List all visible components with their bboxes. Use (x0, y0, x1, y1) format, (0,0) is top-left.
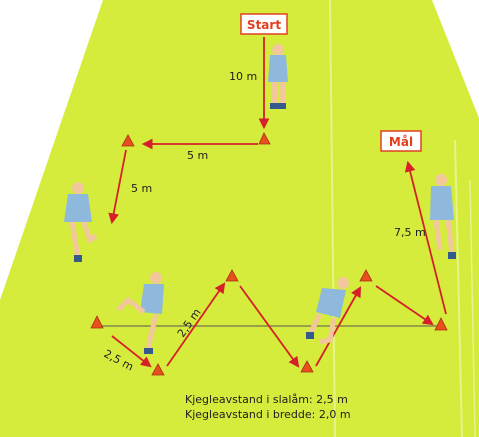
arrow-slalom-2 (166, 282, 226, 367)
cones (90, 132, 448, 376)
cone (225, 269, 239, 282)
arrow-to-goal (404, 160, 447, 315)
pitch-line (329, 0, 336, 437)
route-arrows (108, 37, 447, 368)
player-slalom-left (116, 272, 164, 354)
distance-label-top: 5 m (187, 149, 208, 162)
distance-label-side: 5 m (131, 182, 152, 195)
player-start (268, 44, 288, 109)
cone (359, 269, 373, 282)
pitch-line (454, 139, 463, 437)
arrow-slalom-1 (111, 335, 152, 368)
arrow-slalom-5 (375, 285, 434, 326)
pitch-line (469, 179, 476, 437)
player-goal (430, 174, 456, 259)
player-slalom-right (306, 277, 349, 345)
cone (151, 363, 165, 376)
cone (90, 315, 104, 329)
arrow-side-down (108, 149, 127, 225)
cone-spacing-note-width: Kjegleavstand i bredde: 2,0 m (185, 408, 351, 421)
cone (121, 134, 135, 147)
arrow-slalom-3 (239, 285, 300, 368)
start-flag: Start (240, 13, 288, 35)
cone-spacing-note-slalom: Kjegleavstand i slalåm: 2,5 m (185, 393, 348, 406)
cone (300, 360, 314, 373)
player-side (64, 182, 98, 262)
distance-label-start: 10 m (229, 70, 257, 83)
cone (434, 317, 448, 331)
goal-label: Mål (389, 135, 413, 149)
arrow-slalom-4 (315, 286, 362, 367)
distance-label-goal: 7,5 m (394, 226, 426, 239)
cone (258, 132, 271, 145)
start-label: Start (247, 18, 281, 32)
goal-flag: Mål (380, 130, 422, 152)
